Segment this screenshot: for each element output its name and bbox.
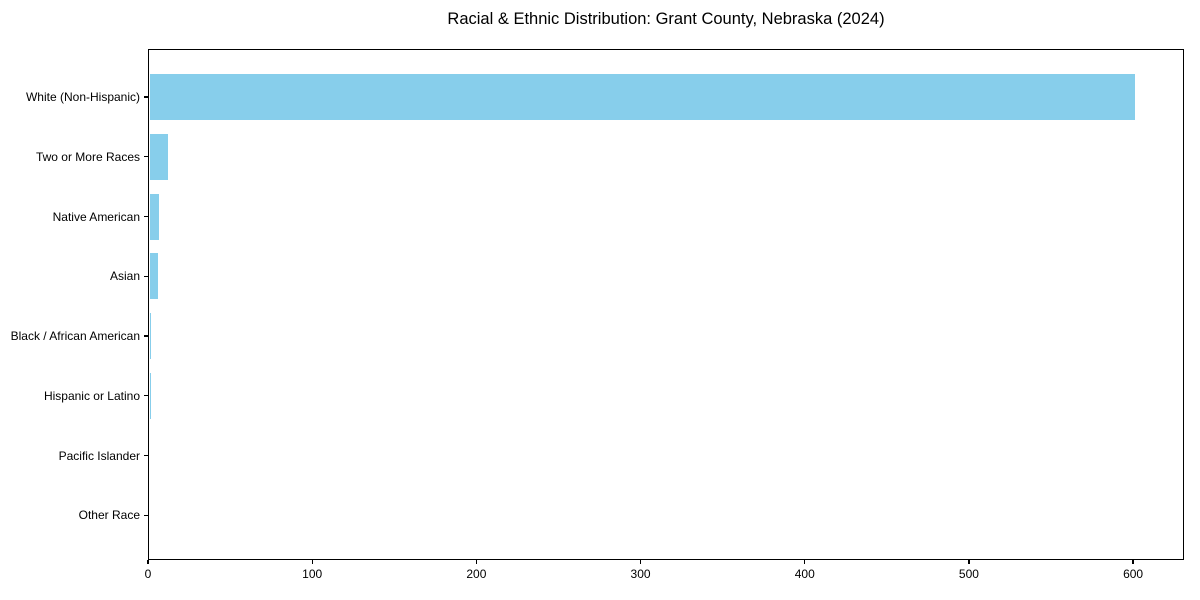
y-tick-label: Black / African American: [10, 329, 140, 343]
y-tick-mark: [144, 215, 148, 218]
y-tick-mark: [144, 335, 148, 337]
bar: [149, 74, 1135, 120]
x-tick-label: 400: [794, 567, 815, 581]
y-tick-label: Native American: [52, 209, 140, 224]
x-tick-label: 600: [1123, 567, 1144, 581]
x-tick-label: 500: [958, 567, 979, 581]
y-tick-label: White (Non-Hispanic): [25, 90, 140, 104]
y-tick-label: Pacific Islander: [58, 448, 140, 463]
x-tick-mark: [1132, 560, 1134, 564]
y-tick-label: Asian: [109, 269, 140, 284]
x-tick-mark: [804, 560, 806, 564]
y-tick-mark: [144, 514, 148, 516]
bar: [149, 193, 160, 240]
bar: [149, 372, 150, 419]
x-tick-mark: [311, 560, 313, 564]
x-tick-label: 200: [466, 567, 487, 581]
x-tick-label: 0: [144, 567, 152, 581]
y-tick-mark: [144, 96, 148, 98]
y-tick-mark: [144, 156, 148, 158]
y-tick-label: Other Race: [78, 508, 140, 523]
x-tick-mark: [968, 560, 970, 564]
bar: [149, 313, 150, 359]
x-tick-mark: [475, 560, 477, 564]
chart-title: Racial & Ethnic Distribution: Grant Coun…: [447, 10, 885, 28]
y-tick-mark: [144, 395, 148, 397]
y-tick-label: Two or More Races: [35, 149, 140, 164]
bar: [149, 253, 158, 300]
x-tick-label: 300: [630, 567, 651, 581]
y-tick-mark: [144, 275, 148, 277]
x-tick-mark: [639, 560, 642, 564]
bar: [149, 133, 168, 180]
x-tick-mark: [147, 560, 149, 564]
plot-area: [148, 49, 1184, 560]
x-tick-label: 100: [302, 567, 323, 581]
y-tick-mark: [144, 454, 148, 457]
y-tick-label: Hispanic or Latino: [43, 388, 140, 403]
